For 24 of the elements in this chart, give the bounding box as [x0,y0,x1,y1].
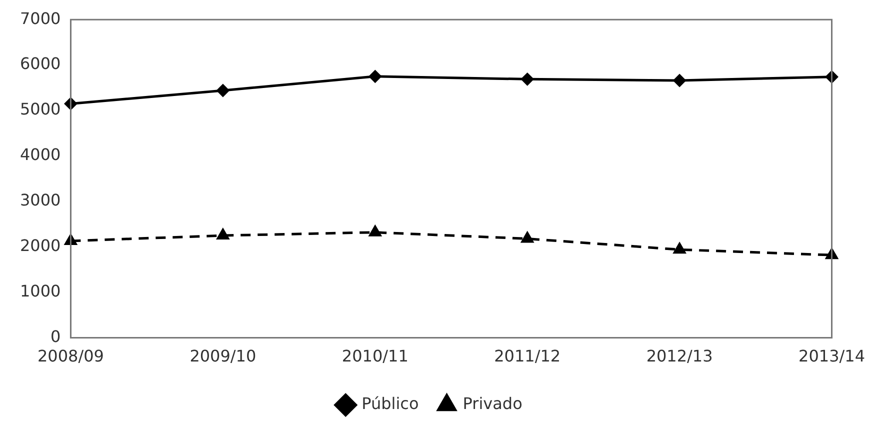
x-tick-label: 2010/11 [342,346,408,366]
y-tick-label: 2000 [20,236,61,256]
x-tick-label: 2009/10 [190,346,256,366]
y-tick-label: 4000 [20,145,61,164]
y-tick-label: 1000 [20,282,61,300]
x-tick-label: 2008/09 [37,346,104,366]
point [368,224,382,236]
y-tick-label: 0 [50,326,61,346]
legend-label: Público [362,394,419,414]
x-tick-label: 2011/12 [494,346,561,366]
point [216,228,230,240]
point [520,72,534,86]
x-tick-label: 2012/13 [646,346,713,366]
point [520,231,534,243]
point [672,242,686,254]
y-tick-label: 6000 [20,54,61,74]
y-tick-label: 7000 [20,8,61,28]
point [368,70,382,83]
x-tick-label: 2013/14 [798,346,865,366]
point [673,74,686,88]
legend-label: Privado [462,394,522,414]
point [216,84,230,98]
y-tick-label: 5000 [20,100,61,119]
y-tick-label: 3000 [20,190,61,210]
